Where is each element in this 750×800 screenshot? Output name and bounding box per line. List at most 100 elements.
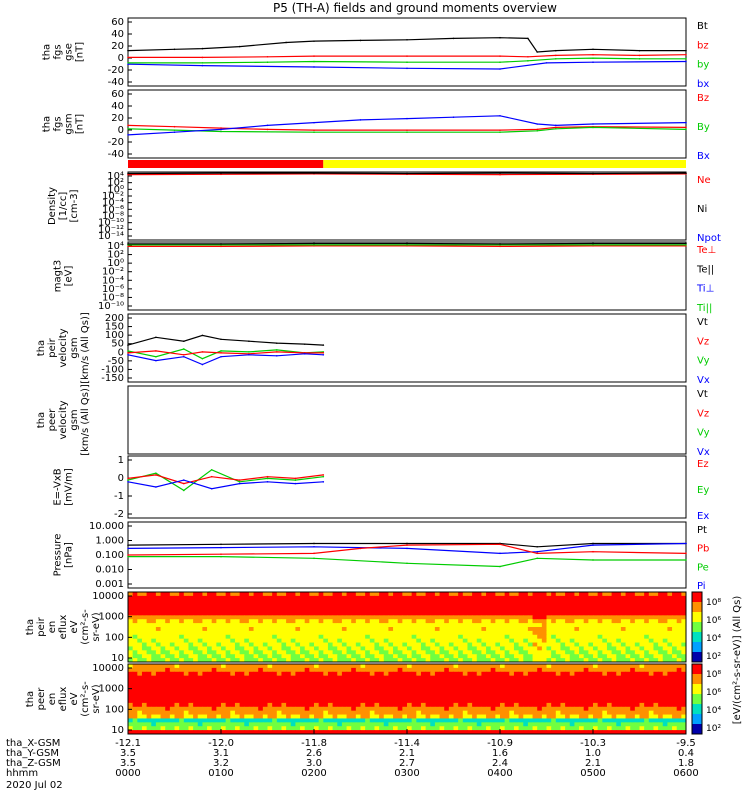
heat-cell (281, 679, 287, 684)
colorbar-tick: 10⁶ (706, 616, 721, 626)
heat-cell (132, 638, 138, 644)
heat-cell (602, 730, 608, 735)
heat-cell (337, 599, 343, 605)
heat-cell (165, 638, 171, 644)
heat-cell (295, 595, 301, 601)
heat-cell (360, 615, 366, 620)
heat-cell (523, 706, 529, 712)
heat-cell (128, 607, 134, 612)
heat-cell (425, 658, 431, 663)
heat-cell (346, 654, 352, 659)
heat-cell (611, 619, 617, 624)
heat-cell (648, 623, 654, 628)
heat-cell (253, 654, 259, 659)
heat-cell (327, 654, 334, 659)
heat-cell (639, 664, 645, 669)
heat-cell (169, 615, 175, 620)
heat-cell (160, 679, 166, 684)
heat-cell (579, 650, 585, 655)
heat-cell (286, 638, 292, 644)
heat-cell (207, 619, 213, 624)
heat-cell (155, 718, 162, 723)
heat-cell (244, 702, 250, 708)
heat-cell (434, 627, 441, 632)
heat-cell (453, 714, 459, 719)
heat-cell (672, 623, 678, 628)
heat-cell (546, 671, 552, 677)
series-point-fgs_gsm (313, 121, 315, 124)
heat-cell (439, 599, 445, 605)
series-point-fgs_gsm (127, 124, 129, 127)
heat-cell (397, 650, 403, 655)
heat-cell (420, 695, 427, 700)
heat-cell (402, 691, 408, 696)
heat-cell (388, 607, 394, 612)
heat-cell (486, 642, 492, 647)
heat-cell (569, 675, 575, 681)
heat-cell (169, 671, 175, 677)
series-line-fgs_gse (127, 60, 687, 70)
series-point-fgs_gse (201, 62, 204, 64)
heat-cell (207, 611, 213, 616)
ylabel-peer_spec: tha (25, 691, 36, 707)
heat-cell (137, 627, 143, 632)
heat-cell (495, 607, 501, 612)
heat-cell (495, 611, 501, 616)
heat-cell (490, 714, 496, 719)
heat-cell (537, 619, 543, 624)
heat-cell (262, 699, 268, 704)
heat-cell (420, 638, 427, 644)
heat-cell (509, 695, 515, 700)
heat-cell (137, 706, 143, 712)
heat-cell (230, 623, 236, 628)
heat-cell (234, 664, 241, 669)
colorbar-cell (692, 612, 702, 623)
colorbar-cell (692, 724, 702, 735)
heat-cell (486, 630, 492, 636)
heat-cell (518, 726, 524, 731)
heat-cell (648, 710, 654, 716)
heat-cell (318, 714, 324, 719)
series-point-efield (266, 475, 269, 478)
heat-cell (560, 718, 566, 723)
heat-cell (458, 710, 464, 716)
heat-cell (444, 687, 450, 692)
heat-cell (239, 611, 245, 616)
heat-cell (439, 687, 445, 692)
heat-cell (221, 630, 227, 636)
heat-cell (360, 619, 366, 624)
heat-cell (513, 683, 520, 688)
heat-cell (341, 702, 348, 708)
heat-cell (346, 650, 352, 655)
heat-cell (160, 646, 166, 651)
heat-cell (393, 638, 399, 644)
heat-cell (490, 642, 496, 647)
heat-cell (360, 595, 366, 601)
heat-cell (146, 726, 152, 731)
heat-cell (476, 675, 482, 681)
heat-cell (197, 695, 203, 700)
heat-cell (207, 667, 213, 673)
heat-cell (323, 726, 329, 731)
heat-cell (555, 638, 561, 644)
heat-cell (644, 664, 650, 669)
colorbar-tick: 10⁴ (706, 706, 721, 716)
heat-cell (183, 654, 189, 659)
heat-cell (648, 599, 654, 605)
heat-cell (309, 726, 315, 731)
heat-cell (341, 654, 348, 659)
heat-cell (658, 671, 664, 677)
heat-cell (272, 667, 278, 673)
heat-cell (290, 650, 296, 655)
series-point-fgs_gsm (406, 117, 408, 120)
heat-cell (137, 699, 143, 704)
heat-cell (653, 702, 659, 708)
heat-cell (420, 658, 427, 663)
heat-cell (602, 623, 608, 628)
heat-cell (337, 718, 343, 723)
heat-cell (653, 730, 659, 735)
heat-cell (653, 679, 659, 684)
heat-cell (304, 702, 310, 708)
heat-cell (253, 702, 259, 708)
